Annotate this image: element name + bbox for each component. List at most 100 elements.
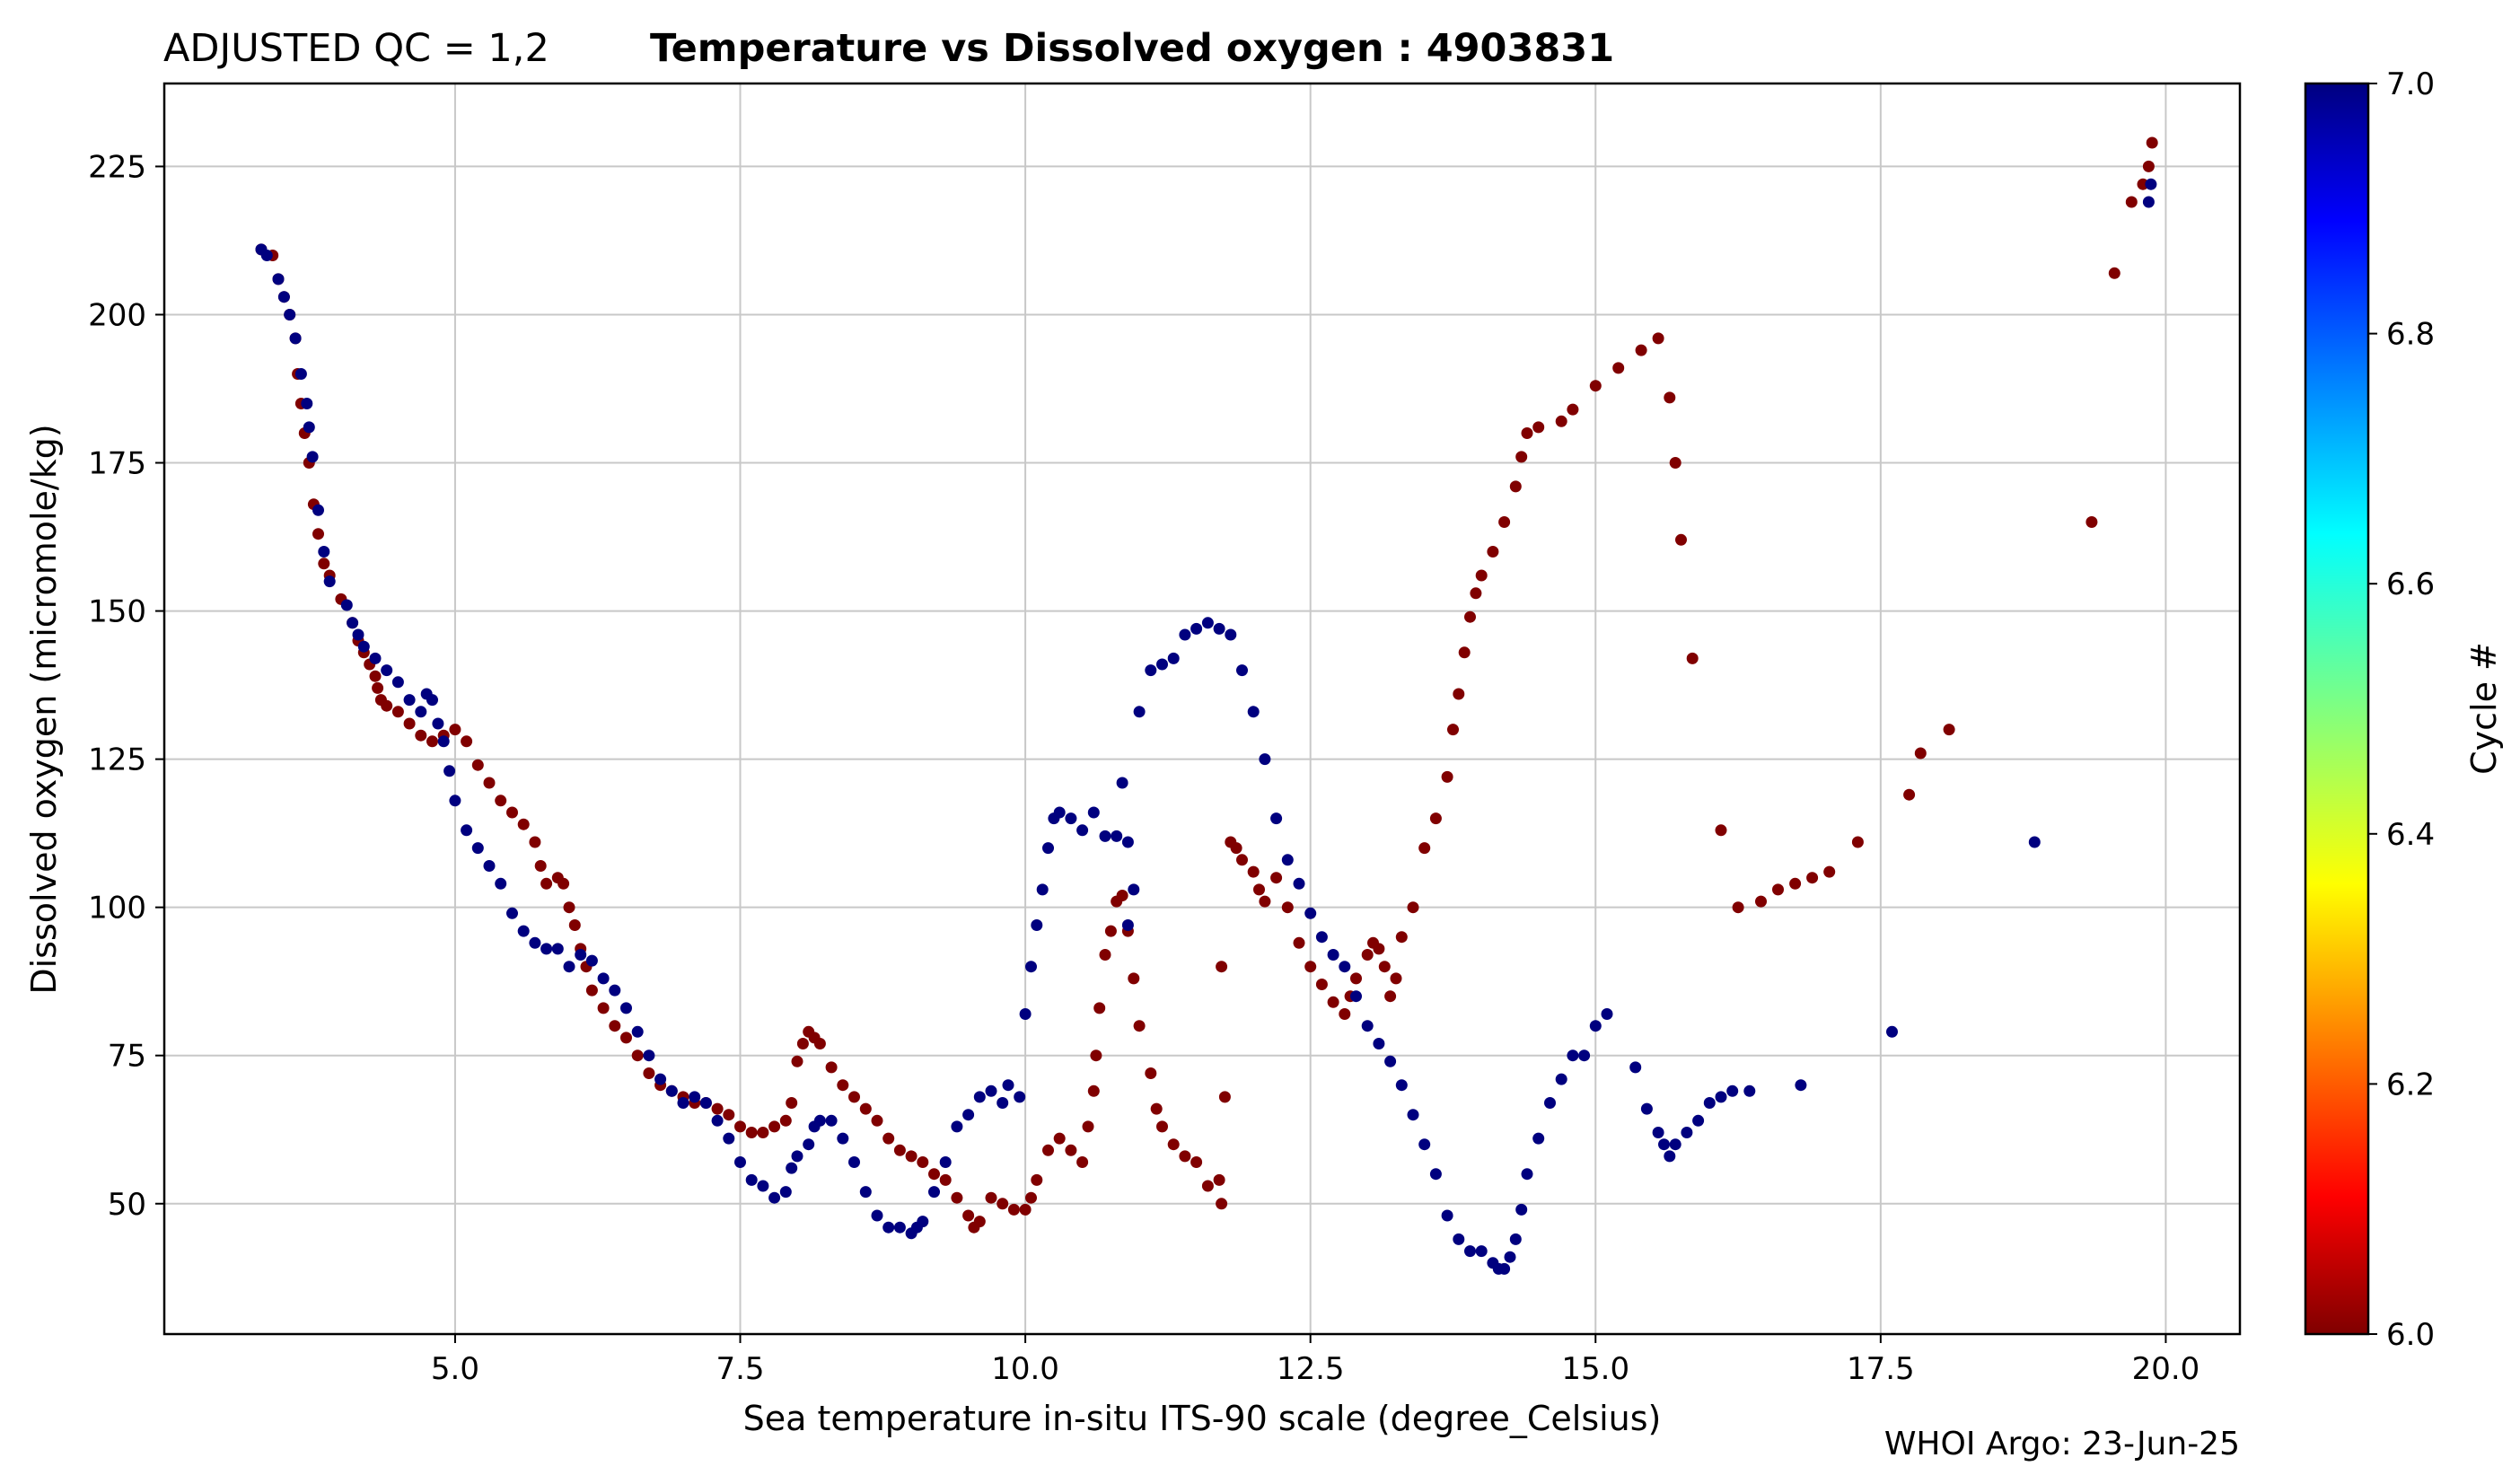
data-point-cycle-6 [905,1150,918,1163]
colorbar-tick-label: 6.2 [2386,1067,2435,1102]
data-point-cycle-7 [1886,1025,1898,1038]
data-point-cycle-7 [917,1216,929,1228]
data-point-cycle-7 [643,1049,655,1062]
data-point-cycle-7 [768,1191,781,1204]
data-point-cycle-6 [415,729,427,742]
axis-ticks: 5.0 7.5 10.0 12.5 15.0 17.5 20.0 50 75 100 125 150 1… [88,149,2200,1387]
x-tick-label: 12.5 [1277,1351,1345,1387]
data-point-cycle-7 [529,936,541,949]
data-point-cycle-6 [1216,1198,1228,1210]
data-point-cycle-7 [1014,1091,1026,1103]
x-tick-label: 17.5 [1847,1351,1915,1387]
credit-label: WHOI Argo: 23-Jun-25 [1884,1426,2240,1462]
data-point-cycle-7 [1544,1097,1556,1109]
data-point-cycle-7 [689,1091,701,1103]
data-point-cycle-6 [1104,925,1117,937]
data-point-cycle-6 [1133,1020,1146,1032]
data-point-cycle-6 [540,877,553,890]
data-point-cycle-6 [585,984,598,997]
data-point-cycle-6 [1943,724,1955,736]
data-point-cycle-7 [1065,812,1077,825]
data-point-cycle-6 [962,1209,975,1222]
data-point-cycle-6 [1099,949,1111,961]
data-point-cycle-7 [1395,1079,1408,1092]
data-point-cycle-7 [585,954,598,967]
data-point-cycle-6 [1216,961,1228,973]
data-point-cycle-6 [381,699,393,712]
data-point-cycle-7 [951,1120,963,1133]
data-point-cycle-6 [917,1156,929,1168]
data-point-cycle-6 [449,724,461,736]
plot-frame [162,82,2242,1336]
data-point-cycle-6 [620,1032,632,1044]
data-point-cycle-7 [1567,1049,1579,1062]
data-point-cycle-6 [1025,1191,1037,1204]
data-point-cycle-7 [1128,883,1140,896]
data-point-cycle-7 [1664,1150,1676,1163]
colorbar-label: Cycle # [2464,642,2504,775]
data-point-cycle-6 [1914,747,1927,760]
data-point-cycle-6 [609,1020,621,1032]
data-point-cycle-6 [1429,812,1442,825]
data-point-cycle-6 [848,1091,860,1103]
data-point-cycle-7 [1259,753,1271,766]
data-point-cycle-7 [495,877,507,890]
y-axis-label: Dissolved oxygen (micromole/kg) [24,424,64,994]
data-point-cycle-7 [757,1180,769,1192]
data-point-cycle-7 [1532,1132,1545,1145]
data-point-cycle-7 [631,1025,644,1038]
data-point-cycle-6 [1390,972,1402,985]
data-point-cycle-7 [260,250,273,261]
data-point-cycle-7 [859,1186,872,1199]
data-point-cycle-6 [1150,1102,1163,1115]
data-point-cycle-7 [1076,824,1089,837]
colorbar-tick-label: 6.0 [2386,1317,2435,1353]
data-point-cycle-6 [1373,943,1385,955]
data-point-cycle-6 [506,806,518,819]
data-point-cycle-7 [551,943,564,955]
data-point-cycle-7 [1019,1008,1032,1020]
data-point-cycle-6 [985,1191,997,1204]
data-point-cycle-6 [1128,972,1140,985]
data-point-cycle-7 [1145,664,1157,677]
data-point-cycle-7 [306,451,319,463]
data-point-cycle-6 [871,1114,883,1127]
data-point-cycle-7 [301,398,313,409]
data-point-cycle-6 [517,818,530,830]
x-axis-label: Sea temperature in-situ ITS-90 scale (de… [743,1399,1662,1438]
data-point-cycle-6 [403,717,416,730]
data-point-cycle-7 [2142,196,2155,208]
data-point-cycle-6 [757,1127,769,1138]
data-point-cycle-6 [1253,883,1265,896]
x-tick-label: 7.5 [716,1351,764,1387]
data-point-cycle-7 [2028,836,2041,848]
data-point-cycle-7 [318,546,330,558]
data-point-cycle-7 [1743,1084,1756,1097]
data-point-cycle-6 [1031,1173,1043,1186]
data-point-cycle-6 [1093,1002,1106,1014]
data-point-cycle-7 [517,925,530,937]
data-point-cycle-6 [928,1168,940,1181]
data-point-cycle-7 [1589,1020,1602,1032]
data-point-cycle-7 [985,1084,997,1097]
colorbar-tick-label: 6.8 [2386,317,2435,353]
data-point-cycle-7 [1384,1055,1397,1067]
data-point-cycle-7 [1407,1109,1419,1121]
data-point-cycle-7 [1692,1114,1705,1127]
data-point-cycle-7 [347,617,359,629]
data-point-cycle-7 [786,1162,798,1174]
data-point-cycle-6 [495,795,507,807]
data-point-cycle-6 [1076,1156,1089,1168]
data-point-cycle-7 [381,664,393,677]
data-point-cycle-7 [284,309,296,321]
data-point-cycle-6 [1464,610,1476,623]
data-point-cycle-6 [1675,533,1687,546]
data-point-cycle-6 [791,1055,803,1067]
data-point-cycle-7 [1601,1008,1613,1020]
data-point-cycle-7 [540,943,553,955]
data-point-cycle-6 [372,681,384,694]
data-point-cycle-6 [2146,136,2158,149]
data-point-cycle-7 [1111,830,1123,842]
data-point-cycle-7 [1703,1097,1716,1109]
y-tick-label: 125 [88,742,146,778]
